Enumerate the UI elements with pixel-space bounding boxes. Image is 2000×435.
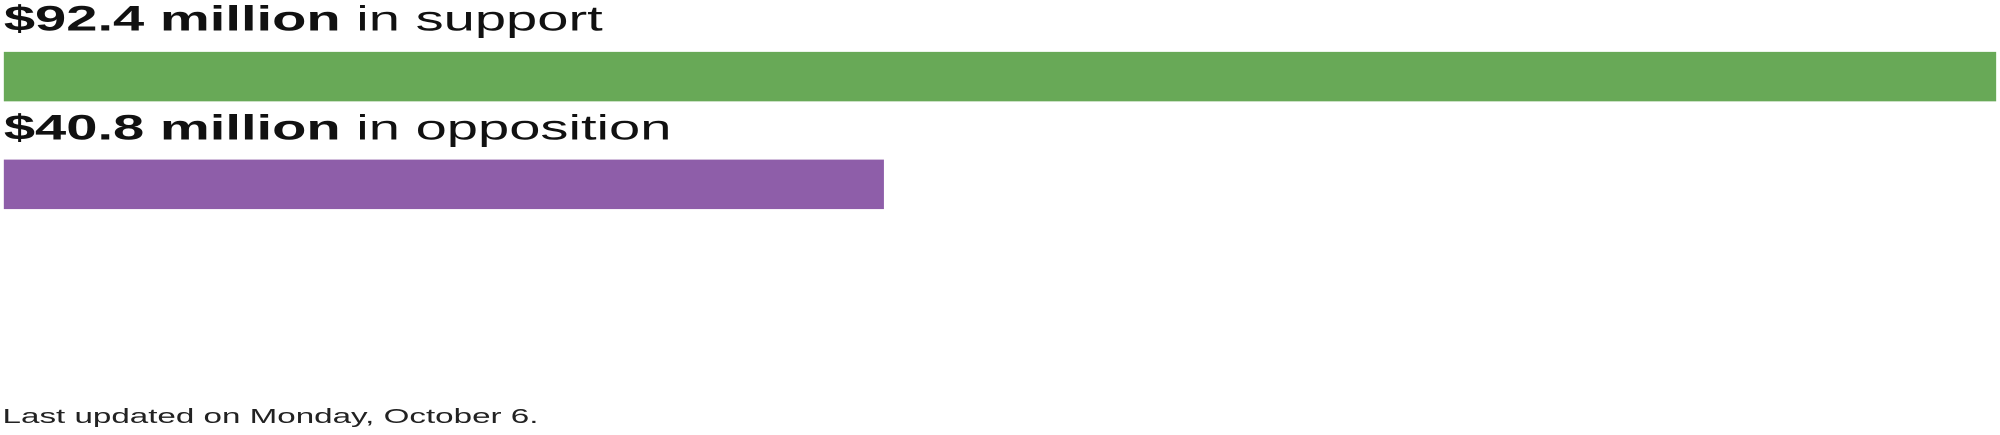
support-label: $92.4 million in support — [3, 0, 603, 39]
support-value: $92.4 million — [3, 0, 341, 39]
opposition-bar — [3, 159, 884, 210]
opposition-suffix: in opposition — [356, 108, 672, 148]
last-updated-note: Last updated on Monday, October 6. — [2, 403, 539, 428]
opposition-label: $40.8 million in opposition — [4, 111, 672, 146]
support-bar — [3, 51, 1997, 102]
support-suffix: in support — [356, 0, 603, 39]
opposition-value: $40.8 million — [3, 108, 341, 148]
